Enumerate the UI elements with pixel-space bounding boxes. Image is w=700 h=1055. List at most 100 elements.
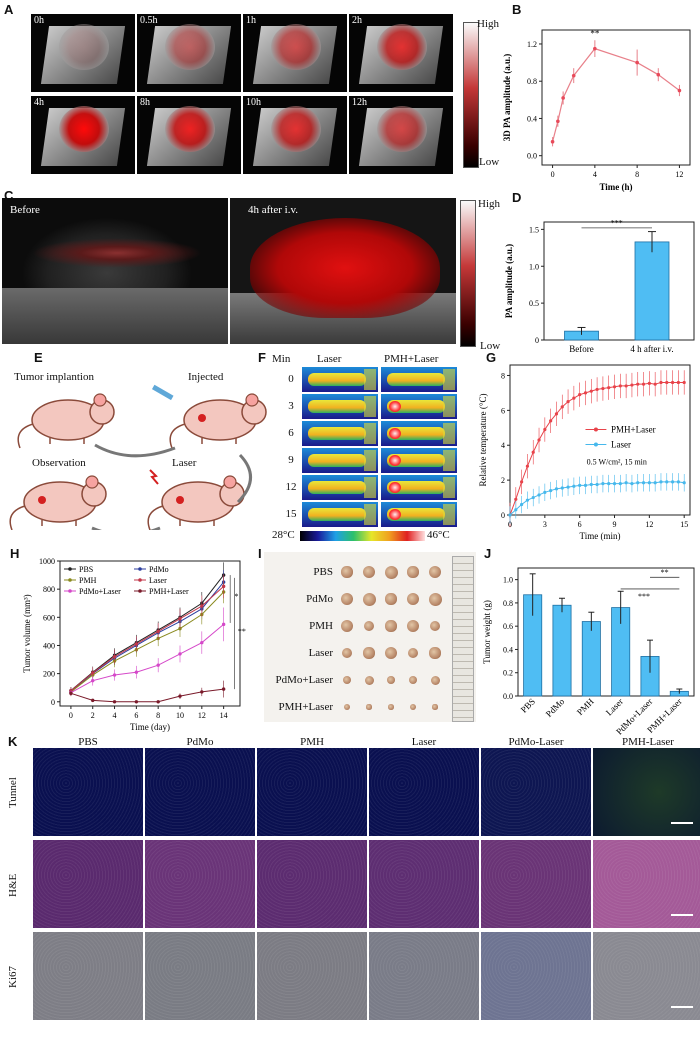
thermal-head xyxy=(443,477,455,498)
mouse-tail xyxy=(169,423,186,449)
histology-col-label: Laser xyxy=(411,736,437,748)
thermal-hotspot xyxy=(389,482,401,493)
thermal-image xyxy=(381,394,457,419)
data-point xyxy=(595,387,599,392)
legend-label: PdMo+Laser xyxy=(79,587,121,596)
data-point xyxy=(589,482,593,487)
data-point xyxy=(554,412,559,416)
pa-tile-tumor xyxy=(165,24,215,70)
pa-tile-label: 12h xyxy=(352,97,367,108)
tumor-dot xyxy=(198,414,206,422)
data-point xyxy=(112,673,117,677)
histology-image xyxy=(369,840,479,928)
thermal-row-label: 0 xyxy=(288,373,294,385)
histology-image xyxy=(481,840,591,928)
tumor-specimen xyxy=(428,565,441,578)
thermal-head xyxy=(443,396,455,417)
tumor-specimen xyxy=(385,620,397,632)
significance-label: ** xyxy=(590,29,600,39)
data-point xyxy=(624,481,628,485)
tumor-row-label: PBS xyxy=(313,566,333,578)
x-axis-label: Time (min) xyxy=(580,531,621,541)
tumor-specimen xyxy=(407,647,419,659)
plot-frame xyxy=(541,29,691,166)
data-point xyxy=(531,495,535,500)
legend-label: PdMo xyxy=(149,565,169,574)
panel-j-label: J xyxy=(484,546,492,561)
data-point xyxy=(514,497,518,501)
thermal-head xyxy=(443,450,455,471)
tumor-specimen xyxy=(407,620,419,632)
data-point xyxy=(677,88,682,93)
data-point xyxy=(624,384,628,388)
y-tick-label: 0 xyxy=(501,511,505,520)
y-tick-label: 0.0 xyxy=(527,152,537,161)
histology-col-label: PdMo xyxy=(186,736,214,748)
x-tick-label: 2 xyxy=(91,711,95,720)
us-image-before: Before xyxy=(2,198,228,344)
pa-tile-4: 4h xyxy=(31,96,135,174)
thermal-image xyxy=(302,394,378,419)
tumor-specimen xyxy=(341,566,353,578)
legend-marker xyxy=(593,442,598,447)
plot-frame xyxy=(543,221,695,341)
thermal-mouse xyxy=(308,454,366,467)
legend-marker xyxy=(68,578,72,582)
x-tick-label: 4 h after i.v. xyxy=(630,344,673,354)
label-col-pmh-laser: PMH+Laser xyxy=(384,353,439,365)
syringe-icon xyxy=(151,384,174,401)
tumor-specimen xyxy=(341,620,353,632)
data-point xyxy=(561,96,565,100)
thermal-image xyxy=(302,367,378,392)
y-axis-label: 3D PA amplitude (a.u.) xyxy=(502,54,512,142)
series-line xyxy=(70,688,224,703)
histology-image xyxy=(593,748,700,836)
pa-tile-label: 1h xyxy=(246,15,256,26)
data-point xyxy=(221,622,226,627)
y-tick-label: 0.4 xyxy=(527,114,537,123)
data-point xyxy=(583,483,588,487)
data-point xyxy=(91,678,95,683)
pa-tile-tumor xyxy=(271,24,321,70)
x-tick-label: 14 xyxy=(220,711,228,720)
panel-a-label: A xyxy=(4,2,14,17)
tumor-dot xyxy=(38,496,46,504)
chart-d-pa-bar: 0 0.5 1.0 1.5 PA amplitude (a.u.) Before 4 h a… xyxy=(504,219,695,354)
thermal-image xyxy=(302,448,378,473)
arrow-1 xyxy=(94,443,176,458)
data-point xyxy=(612,385,617,389)
tumor-specimen xyxy=(384,565,398,579)
data-point xyxy=(549,488,553,493)
note-label: 0.5 W/cm², 15 min xyxy=(587,457,647,466)
histology-image xyxy=(369,748,479,836)
pa-tile-label: 0h xyxy=(34,15,44,26)
laser-icon xyxy=(149,469,159,485)
data-point xyxy=(578,393,582,397)
mouse-laser xyxy=(147,475,245,530)
thermal-image xyxy=(381,475,457,500)
data-point xyxy=(593,46,597,51)
histology-col-label: PdMo-Laser xyxy=(508,736,564,748)
tumor-specimen xyxy=(366,704,372,710)
x-tick-label: 6 xyxy=(134,711,138,720)
tumor-specimen xyxy=(429,620,441,632)
tumor-photo xyxy=(264,552,476,722)
data-point xyxy=(670,380,675,385)
thermal-head xyxy=(364,369,376,390)
pa-tile-0: 0h xyxy=(31,14,135,92)
x-tick-label: 12 xyxy=(675,170,683,179)
x-tick-label: 8 xyxy=(635,170,639,179)
ruler xyxy=(452,556,474,722)
data-point xyxy=(636,481,640,485)
thermal-hotspot xyxy=(389,401,401,412)
y-tick-label: 1.0 xyxy=(503,576,513,585)
tumor-specimen xyxy=(363,620,375,632)
data-point xyxy=(653,382,657,386)
data-point xyxy=(653,481,657,485)
thermal-mouse xyxy=(387,373,445,386)
thermal-hotspot xyxy=(389,428,401,439)
data-point xyxy=(659,380,663,385)
thermal-image xyxy=(302,502,378,527)
data-point xyxy=(178,617,182,621)
data-point xyxy=(578,483,582,487)
